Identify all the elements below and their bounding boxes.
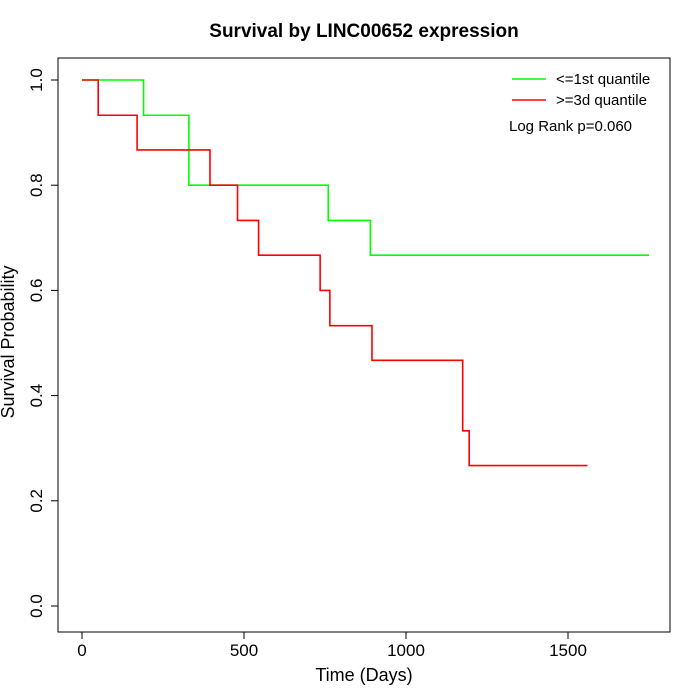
legend-label: >=3d quantile bbox=[556, 92, 647, 109]
y-axis-label: Survival Probability bbox=[0, 265, 18, 418]
x-tick-label: 1500 bbox=[549, 641, 587, 660]
x-axis-label: Time (Days) bbox=[315, 665, 412, 685]
survival-curve-low-quantile bbox=[82, 79, 649, 256]
chart-title: Survival by LINC00652 expression bbox=[209, 21, 518, 42]
y-tick-label: 0.4 bbox=[27, 384, 46, 408]
y-tick-label: 1.0 bbox=[27, 68, 46, 92]
x-tick-label: 500 bbox=[230, 641, 258, 660]
x-tick-label: 0 bbox=[77, 641, 86, 660]
log-rank-annotation: Log Rank p=0.060 bbox=[509, 118, 632, 135]
y-axis: 0.0 0.2 0.4 0.6 0.8 1.0 bbox=[27, 68, 59, 618]
x-tick-label: 1000 bbox=[387, 641, 425, 660]
y-tick-label: 0.2 bbox=[27, 489, 46, 513]
x-axis: 0 500 1000 1500 bbox=[77, 631, 587, 660]
y-tick-label: 0.0 bbox=[27, 594, 46, 618]
survival-curve-high-quantile bbox=[82, 79, 588, 467]
y-tick-label: 0.6 bbox=[27, 279, 46, 303]
legend: <=1st quantile >=3d quantile bbox=[512, 71, 650, 109]
series-layer bbox=[82, 79, 649, 467]
y-tick-label: 0.8 bbox=[27, 173, 46, 197]
legend-label: <=1st quantile bbox=[556, 71, 650, 88]
